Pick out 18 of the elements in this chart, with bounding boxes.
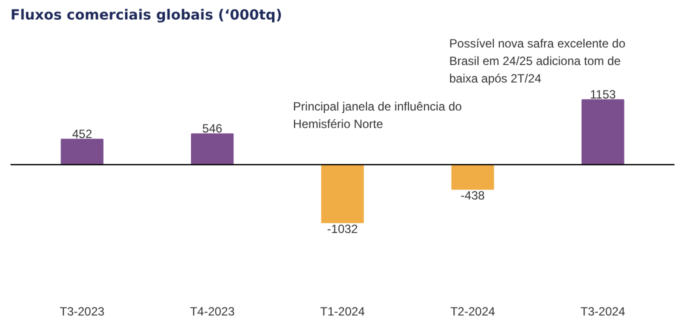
x-tick-label: T3-2023 — [60, 304, 105, 318]
bar — [582, 99, 624, 166]
data-label: 546 — [202, 122, 223, 136]
bar — [451, 164, 494, 190]
x-tick-label: T4-2023 — [190, 304, 235, 318]
bar — [190, 133, 234, 166]
data-label: -438 — [460, 188, 486, 203]
bar — [60, 138, 104, 166]
data-label: 1153 — [590, 87, 616, 102]
annotation: Principal janela de influência do Hemisfério Norte — [293, 99, 462, 131]
bar — [321, 164, 364, 224]
x-tick-label: T3-2024 — [580, 304, 626, 318]
data-label: 452 — [72, 126, 92, 141]
chart-title: Fluxos comerciais globais (‘000tq) — [10, 8, 282, 24]
text: Possível nova safra excelente do Brasil em 24/25 adiciona tom de baixa após 2T/24 — [449, 36, 626, 86]
x-tick-label: T2-2024 — [450, 304, 496, 318]
x-tick-label: T1-2024 — [320, 304, 366, 318]
data-label: -1032 — [327, 222, 358, 236]
